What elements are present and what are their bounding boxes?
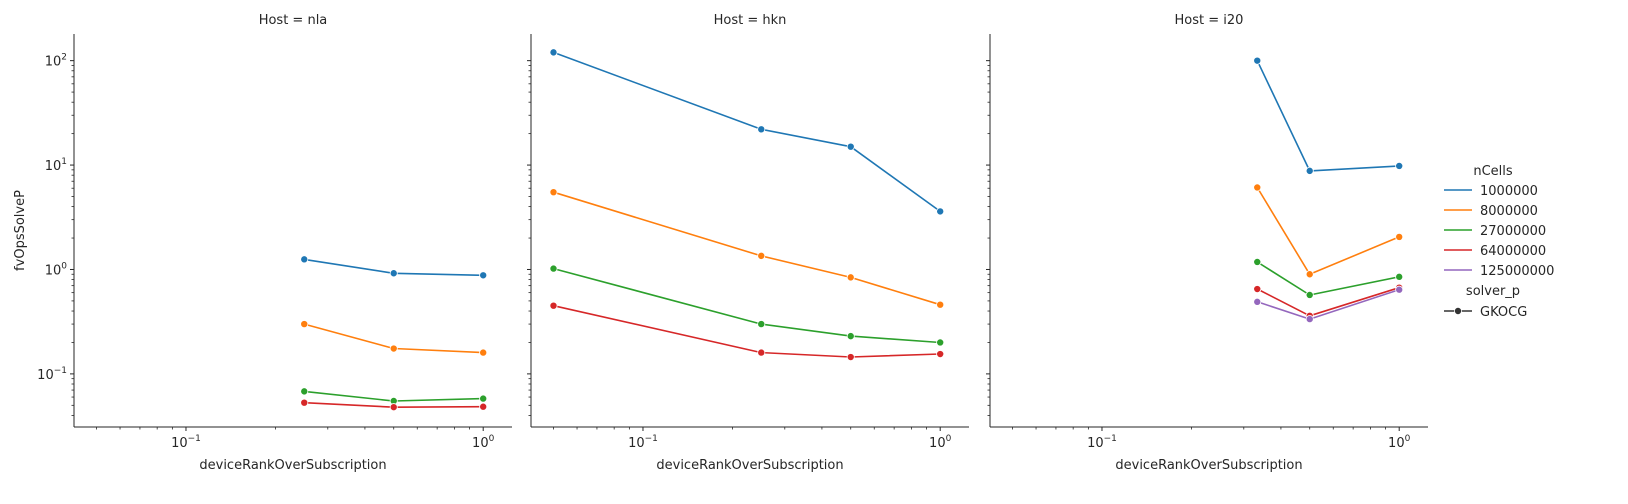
data-point-1000000 bbox=[389, 269, 398, 278]
x-tick-label: 100 bbox=[929, 434, 952, 451]
data-point-1000000 bbox=[549, 48, 558, 57]
y-tick-label-base: 10 bbox=[45, 263, 62, 278]
data-point-1000000 bbox=[1395, 161, 1404, 170]
data-point-27000000 bbox=[479, 394, 488, 403]
data-point-1000000 bbox=[846, 142, 855, 151]
data-point-64000000 bbox=[846, 353, 855, 362]
data-point-64000000 bbox=[1253, 285, 1262, 294]
data-point-64000000 bbox=[389, 403, 398, 412]
x-tick-label-base: 10 bbox=[1388, 436, 1405, 451]
data-point-1000000 bbox=[300, 255, 309, 264]
y-tick-label: 102 bbox=[45, 53, 67, 70]
data-point-8000000 bbox=[757, 251, 766, 260]
data-point-125000000 bbox=[1305, 315, 1314, 324]
x-tick-label-base: 10 bbox=[628, 436, 645, 451]
data-point-1000000 bbox=[1253, 56, 1262, 65]
data-point-1000000 bbox=[479, 271, 488, 280]
x-axis-label: deviceRankOverSubscription bbox=[656, 458, 843, 473]
series-line-8000000 bbox=[553, 191, 941, 306]
legend-title: nCells bbox=[1473, 164, 1513, 179]
legend-label: 27000000 bbox=[1480, 224, 1546, 239]
data-point-27000000 bbox=[1253, 257, 1262, 266]
y-tick-label: 101 bbox=[45, 157, 67, 174]
data-point-8000000 bbox=[300, 320, 309, 329]
data-point-8000000 bbox=[389, 344, 398, 353]
data-point-8000000 bbox=[846, 273, 855, 282]
data-point-125000000 bbox=[1395, 285, 1404, 294]
y-tick-label-base: 10 bbox=[45, 159, 62, 174]
legend: nCells 1000000 8000000 27000000 64000000 1250… bbox=[1444, 164, 1554, 320]
y-tick-label: 100 bbox=[45, 261, 68, 278]
legend-style-title: solver_p bbox=[1466, 284, 1520, 299]
legend-label: 1000000 bbox=[1480, 184, 1538, 199]
series-line-8000000 bbox=[1256, 187, 1400, 276]
data-point-8000000 bbox=[936, 300, 945, 309]
data-point-8000000 bbox=[1305, 270, 1314, 279]
x-tick-label: 100 bbox=[1388, 434, 1411, 451]
data-point-27000000 bbox=[549, 264, 558, 273]
x-tick-label-exp: −1 bbox=[645, 434, 658, 444]
x-tick-label-base: 10 bbox=[1087, 436, 1104, 451]
facet-title: Host = i20 bbox=[1175, 13, 1244, 28]
data-point-64000000 bbox=[936, 350, 945, 359]
data-point-8000000 bbox=[549, 188, 558, 197]
series-line-27000000 bbox=[553, 267, 941, 344]
x-axis-label: deviceRankOverSubscription bbox=[199, 458, 386, 473]
y-tick-label-exp: 0 bbox=[61, 261, 67, 271]
data-point-125000000 bbox=[1253, 297, 1262, 306]
x-tick-label: 100 bbox=[472, 434, 495, 451]
x-tick-label: 10−1 bbox=[1087, 434, 1117, 451]
x-tick-label-exp: −1 bbox=[188, 434, 201, 444]
y-tick-label: 10−1 bbox=[37, 366, 67, 383]
x-tick-label: 10−1 bbox=[171, 434, 201, 451]
series-line-1000000 bbox=[553, 51, 941, 213]
data-point-27000000 bbox=[300, 387, 309, 396]
x-tick-label: 10−1 bbox=[628, 434, 658, 451]
legend-label: 8000000 bbox=[1480, 204, 1538, 219]
x-tick-label-exp: 0 bbox=[1405, 434, 1411, 444]
data-point-64000000 bbox=[757, 348, 766, 357]
x-tick-label-base: 10 bbox=[929, 436, 946, 451]
data-point-8000000 bbox=[479, 348, 488, 357]
y-tick-label-exp: 2 bbox=[61, 53, 67, 63]
data-point-1000000 bbox=[936, 207, 945, 216]
x-tick-label-exp: 0 bbox=[489, 434, 495, 444]
x-tick-label-exp: −1 bbox=[1104, 434, 1117, 444]
facet-title: Host = nla bbox=[259, 13, 328, 28]
data-point-64000000 bbox=[549, 301, 558, 310]
data-point-27000000 bbox=[936, 338, 945, 347]
data-point-64000000 bbox=[479, 402, 488, 411]
data-point-8000000 bbox=[1395, 232, 1404, 241]
legend-label: 125000000 bbox=[1480, 264, 1554, 279]
x-tick-label-base: 10 bbox=[171, 436, 188, 451]
data-point-64000000 bbox=[300, 398, 309, 407]
y-tick-label-exp: −1 bbox=[54, 366, 67, 376]
legend-style-label: GKOCG bbox=[1480, 305, 1527, 320]
legend-style-marker bbox=[1454, 306, 1463, 315]
data-point-27000000 bbox=[1305, 290, 1314, 299]
y-tick-label-base: 10 bbox=[45, 55, 62, 70]
data-point-1000000 bbox=[1305, 166, 1314, 175]
data-point-8000000 bbox=[1253, 183, 1262, 192]
y-tick-label-base: 10 bbox=[37, 368, 54, 383]
series-line-64000000 bbox=[553, 304, 941, 358]
x-axis-label: deviceRankOverSubscription bbox=[1115, 458, 1302, 473]
data-point-27000000 bbox=[846, 332, 855, 341]
y-axis-label: fvOpsSolveP bbox=[13, 190, 28, 271]
data-point-1000000 bbox=[757, 125, 766, 134]
series-line-1000000 bbox=[1256, 60, 1400, 172]
data-point-27000000 bbox=[757, 320, 766, 329]
y-tick-label-exp: 1 bbox=[61, 157, 67, 167]
x-tick-label-base: 10 bbox=[472, 436, 489, 451]
x-tick-label-exp: 0 bbox=[946, 434, 952, 444]
facet-title: Host = hkn bbox=[714, 13, 787, 28]
data-point-27000000 bbox=[1395, 272, 1404, 281]
legend-label: 64000000 bbox=[1480, 244, 1546, 259]
